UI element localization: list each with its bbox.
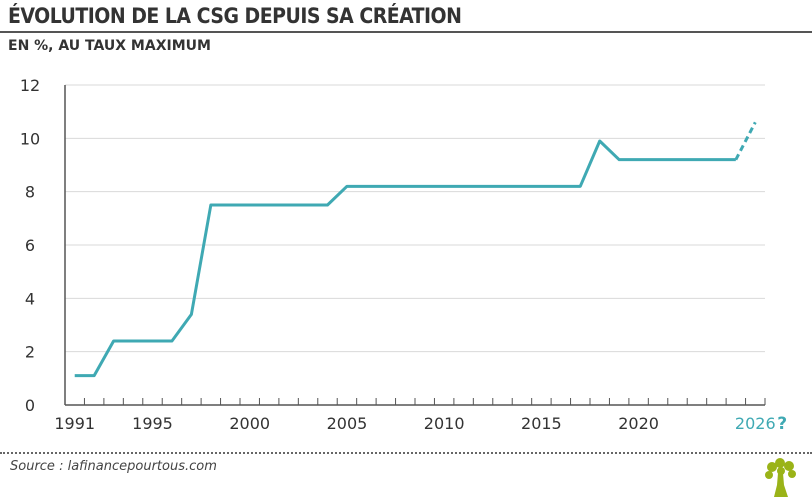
x-tick-label: 2005 (327, 414, 368, 433)
y-tick-label: 10 (20, 129, 40, 148)
x-tick-label: 2000 (229, 414, 270, 433)
y-tick-label: 12 (20, 76, 40, 95)
y-tick-label: 8 (25, 183, 35, 202)
csg-rate-line (74, 139, 736, 378)
chart-subtitle: EN %, AU TAUX MAXIMUM (8, 38, 211, 54)
title-rule (0, 31, 812, 33)
chart-title: ÉVOLUTION DE LA CSG DEPUIS SA CRÉATION (8, 4, 462, 28)
x-tick-label-projection: 2026 (735, 414, 776, 433)
x-tick-label: 2015 (521, 414, 562, 433)
x-tick-label: 1995 (132, 414, 173, 433)
footer-divider (0, 452, 812, 454)
x-tick-label: 2010 (424, 414, 465, 433)
source-note: Source : lafinancepourtous.com (10, 459, 217, 474)
line-chart: 0 2 4 6 8 10 12 1991 1995 2000 2005 2010 2015 2020 202… (20, 76, 787, 434)
y-tick-label: 2 (25, 343, 35, 362)
projection-question-mark: ? (777, 414, 787, 434)
tree-logo-icon (765, 458, 796, 497)
y-tick-label: 0 (25, 396, 35, 415)
y-tick-label: 6 (25, 236, 35, 255)
y-tick-label: 4 (25, 289, 35, 308)
x-tick-label: 1991 (54, 414, 95, 433)
x-tick-label: 2020 (618, 414, 659, 433)
projection-line (734, 121, 757, 161)
